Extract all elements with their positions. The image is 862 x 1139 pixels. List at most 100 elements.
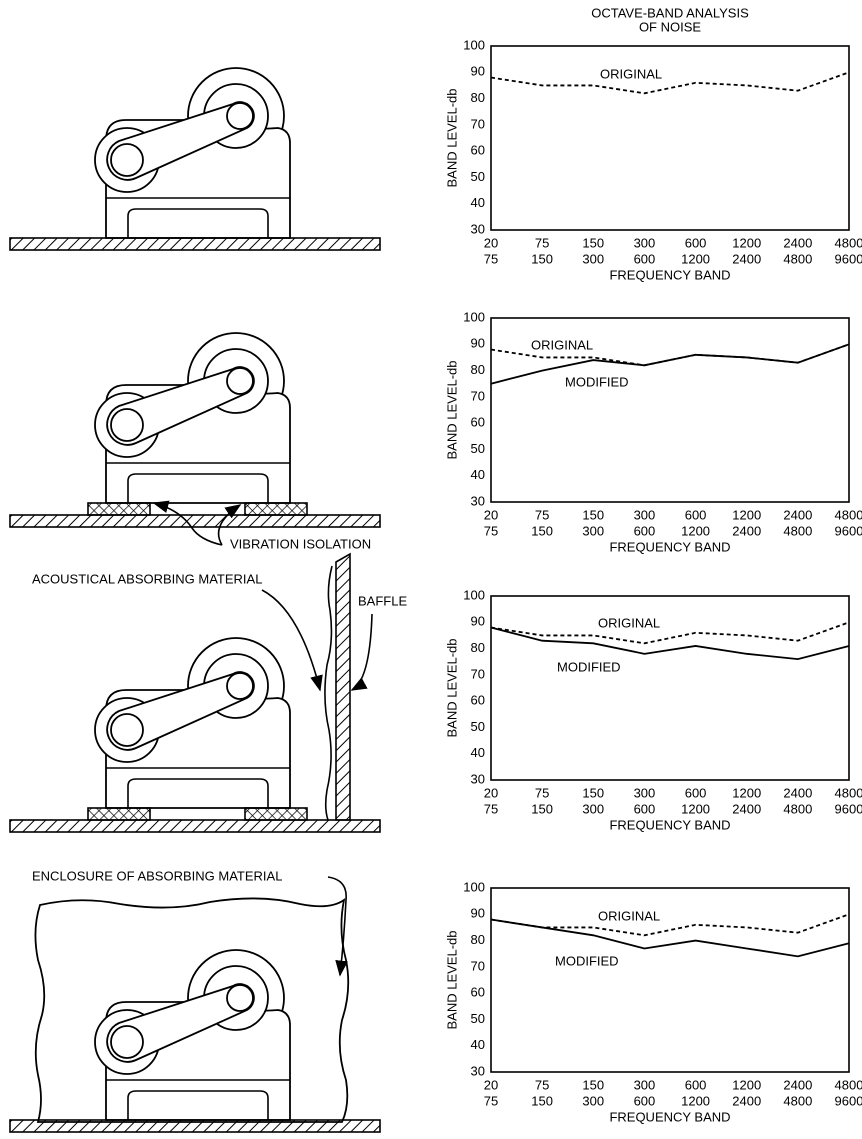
y-tick-label: 60: [471, 985, 485, 1000]
x-tick-label: 150: [531, 523, 553, 538]
arrow: [327, 876, 348, 977]
y-tick-label: 100: [463, 879, 485, 894]
y-tick-label: 30: [471, 221, 485, 236]
x-tick-label: 150: [582, 235, 604, 250]
arrow: [261, 589, 323, 692]
machine: [94, 67, 291, 239]
y-tick-label: 80: [471, 640, 485, 655]
x-tick-label: 150: [531, 251, 553, 266]
y-tick-label: 40: [471, 467, 485, 482]
diagram-label: BAFFLE: [358, 593, 407, 608]
series-line: [490, 913, 850, 937]
x-tick-label: 600: [634, 801, 656, 816]
x-tick-label: 1200: [681, 523, 710, 538]
x-tick-label: 75: [535, 235, 549, 250]
x-tick-label: 4800: [835, 1077, 862, 1092]
y-tick-label: 90: [471, 906, 485, 921]
x-tick-label: 20: [484, 235, 498, 250]
floor: [9, 819, 381, 833]
diagram-label: ENCLOSURE OF ABSORBING MATERIAL: [32, 868, 282, 883]
x-tick-label: 9600: [835, 251, 862, 266]
y-tick-label: 90: [471, 64, 485, 79]
y-tick-label: 70: [471, 116, 485, 131]
y-tick-label: 40: [471, 1037, 485, 1052]
y-tick-label: 80: [471, 932, 485, 947]
x-tick-label: 300: [582, 801, 604, 816]
y-tick-label: 40: [471, 195, 485, 210]
x-tick-label: 2400: [732, 1093, 761, 1108]
y-tick-label: 70: [471, 958, 485, 973]
x-tick-label: 300: [634, 785, 656, 800]
x-tick-label: 150: [582, 785, 604, 800]
x-tick-label: 600: [634, 251, 656, 266]
x-axis-label: FREQUENCY BAND: [609, 1109, 730, 1124]
x-tick-label: 600: [685, 1077, 707, 1092]
x-tick-label: 600: [634, 1093, 656, 1108]
plot-frame: [490, 45, 850, 231]
series-label: MODIFIED: [557, 659, 621, 674]
series-label: MODIFIED: [555, 953, 619, 968]
x-tick-label: 1200: [732, 507, 761, 522]
y-tick-label: 60: [471, 143, 485, 158]
x-tick-label: 4800: [783, 1093, 812, 1108]
machine: [94, 637, 291, 809]
diagram-label: ACOUSTICAL ABSORBING MATERIAL: [32, 571, 262, 586]
floor: [9, 1119, 381, 1133]
series-label: MODIFIED: [565, 374, 629, 389]
series-line: [490, 626, 850, 660]
absorbing-material: [324, 565, 333, 821]
machine: [94, 332, 291, 504]
x-tick-label: 2400: [732, 251, 761, 266]
plot-frame: [490, 317, 850, 503]
y-axis-label: BAND LEVEL-db: [444, 639, 459, 738]
x-axis-label: FREQUENCY BAND: [609, 267, 730, 282]
x-tick-label: 150: [531, 1093, 553, 1108]
y-tick-label: 30: [471, 771, 485, 786]
y-tick-label: 60: [471, 415, 485, 430]
series-label: ORIGINAL: [531, 337, 593, 352]
x-tick-label: 4800: [835, 507, 862, 522]
plot-frame: [490, 595, 850, 781]
x-tick-label: 150: [531, 801, 553, 816]
x-tick-label: 75: [484, 523, 498, 538]
x-tick-label: 9600: [835, 801, 862, 816]
y-tick-label: 50: [471, 1011, 485, 1026]
x-tick-label: 150: [582, 1077, 604, 1092]
x-tick-label: 1200: [681, 1093, 710, 1108]
x-tick-label: 2400: [783, 785, 812, 800]
x-tick-label: 600: [685, 507, 707, 522]
x-tick-label: 20: [484, 785, 498, 800]
x-axis-label: FREQUENCY BAND: [609, 817, 730, 832]
x-tick-label: 300: [634, 507, 656, 522]
x-tick-label: 300: [634, 1077, 656, 1092]
x-tick-label: 75: [484, 801, 498, 816]
chart-title: OCTAVE-BAND ANALYSIS: [591, 5, 749, 20]
x-tick-label: 4800: [783, 251, 812, 266]
x-tick-label: 1200: [732, 785, 761, 800]
x-tick-label: 300: [634, 235, 656, 250]
x-tick-label: 4800: [783, 801, 812, 816]
y-tick-label: 40: [471, 745, 485, 760]
x-tick-label: 2400: [783, 1077, 812, 1092]
x-tick-label: 20: [484, 1077, 498, 1092]
x-tick-label: 9600: [835, 523, 862, 538]
x-tick-label: 600: [685, 235, 707, 250]
x-tick-label: 75: [484, 251, 498, 266]
arrow: [350, 613, 373, 691]
y-tick-label: 80: [471, 90, 485, 105]
y-tick-label: 70: [471, 388, 485, 403]
x-tick-label: 75: [535, 785, 549, 800]
plot-frame: [490, 887, 850, 1073]
y-tick-label: 90: [471, 336, 485, 351]
x-tick-label: 75: [484, 1093, 498, 1108]
x-tick-label: 600: [634, 523, 656, 538]
x-tick-label: 20: [484, 507, 498, 522]
x-tick-label: 75: [535, 1077, 549, 1092]
series-label: ORIGINAL: [598, 615, 660, 630]
x-tick-label: 4800: [835, 785, 862, 800]
x-tick-label: 300: [582, 251, 604, 266]
diagram-label: VIBRATION ISOLATION: [230, 536, 371, 551]
series-line: [490, 343, 850, 385]
series-label: ORIGINAL: [598, 908, 660, 923]
